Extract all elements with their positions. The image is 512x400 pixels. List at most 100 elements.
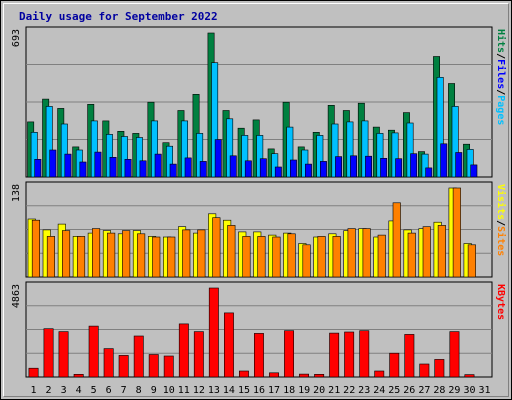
bar-kbytes-day-19 [299,373,309,378]
series-label-part: Visits [495,184,507,220]
bar-files-day-25 [391,132,399,178]
bar-kbytes-day-8 [133,335,144,378]
bar-pages-day-30 [470,164,478,178]
bar-files-day-5 [90,120,98,178]
bar-kbytes-day-25 [389,352,400,378]
bar-pages-day-1 [34,159,42,178]
bar-kbytes-day-17 [269,372,279,378]
day-label-4: 4 [76,385,82,396]
bar-pages-day-15 [244,160,252,178]
bar-pages-day-25 [395,158,403,178]
bar-kbytes-day-9 [148,354,159,378]
series-label-part: / [495,220,506,226]
bar-sites-day-29 [452,187,461,278]
series-label: KBytes [495,284,506,320]
panel-kbytes: 4863 KBytes [11,281,506,378]
bar-files-day-21 [331,123,339,178]
day-label-17: 17 [268,385,280,396]
bar-sites-day-7 [122,230,131,278]
bar-pages-day-11 [184,157,192,178]
bar-pages-day-4 [79,161,87,178]
bar-pages-day-22 [350,155,357,178]
bar-kbytes-day-4 [73,373,84,378]
bar-kbytes-day-18 [284,330,294,378]
bar-sites-day-11 [182,229,191,278]
bar-files-day-22 [346,121,354,178]
bar-sites-day-13 [212,217,221,278]
day-label-22: 22 [343,385,355,396]
panel-hits-files: 693 Hits/Files/Pages [11,26,507,178]
bar-sites-day-30 [467,244,476,278]
bar-kbytes-day-22 [344,331,355,378]
bar-pages-day-12 [199,161,207,178]
bar-kbytes-day-15 [239,370,249,378]
bar-kbytes-day-16 [254,333,264,378]
day-label-20: 20 [313,385,325,396]
bar-pages-day-24 [380,158,388,178]
bar-pages-day-9 [154,153,162,178]
bar-kbytes-day-11 [178,323,189,378]
day-label-11: 11 [178,385,190,396]
y-max-label: 138 [11,184,22,202]
day-label-7: 7 [121,385,127,396]
series-label-part: Pages [495,95,506,125]
bar-files-day-24 [376,133,384,178]
bar-files-day-29 [451,106,459,178]
bar-files-day-2 [45,106,53,178]
bar-sites-day-8 [137,233,146,278]
bar-pages-day-17 [274,166,282,178]
day-label-27: 27 [418,385,430,396]
bar-kbytes-day-30 [464,374,475,378]
bar-kbytes-day-28 [434,359,445,378]
bar-pages-day-18 [289,159,297,178]
panel-visits-sites: 138 Visits/Sites [11,181,507,278]
bar-pages-day-19 [304,163,312,178]
bar-pages-day-16 [259,158,267,178]
bar-kbytes-day-6 [103,348,114,378]
bar-kbytes-day-20 [314,373,325,378]
bar-files-day-10 [166,145,173,178]
day-label-1: 1 [30,385,36,396]
bar-files-day-8 [136,137,143,178]
bar-files-day-27 [421,153,429,178]
bar-files-day-13 [211,62,219,178]
bar-files-day-19 [301,149,309,178]
day-label-5: 5 [91,385,97,396]
bar-files-day-6 [106,134,113,178]
bar-pages-day-20 [319,161,327,178]
day-label-23: 23 [358,385,370,396]
bar-pages-day-10 [169,163,177,178]
bar-files-day-17 [271,153,279,178]
series-label-part: Files [495,59,507,89]
bar-pages-day-29 [455,152,463,178]
series-label-part: / [495,53,506,59]
bar-files-day-14 [226,118,234,178]
bar-files-day-16 [256,135,264,178]
bar-sites-day-23 [362,228,371,278]
series-label: Visits/Sites [495,184,507,256]
day-label-19: 19 [298,385,310,396]
day-label-31: 31 [478,385,490,396]
bar-sites-day-4 [77,236,86,278]
day-label-12: 12 [193,385,205,396]
bar-kbytes-day-3 [58,331,69,378]
day-label-3: 3 [61,385,67,396]
day-label-28: 28 [433,385,445,396]
day-label-15: 15 [238,385,250,396]
bar-pages-day-3 [64,153,72,178]
bar-files-day-20 [316,135,324,178]
bar-files-day-3 [60,123,68,178]
bar-sites-day-10 [167,236,176,278]
bar-kbytes-day-27 [419,363,430,378]
bar-files-day-1 [30,132,38,178]
day-label-16: 16 [253,385,265,396]
day-label-6: 6 [106,385,112,396]
day-label-25: 25 [388,385,400,396]
bar-files-day-26 [406,122,414,178]
series-label-part: KBytes [495,284,506,320]
bar-pages-day-5 [94,151,102,178]
bar-files-day-12 [196,133,204,178]
bar-sites-day-3 [61,230,71,278]
series-label-part: / [495,89,506,95]
bar-kbytes-day-10 [163,355,174,378]
